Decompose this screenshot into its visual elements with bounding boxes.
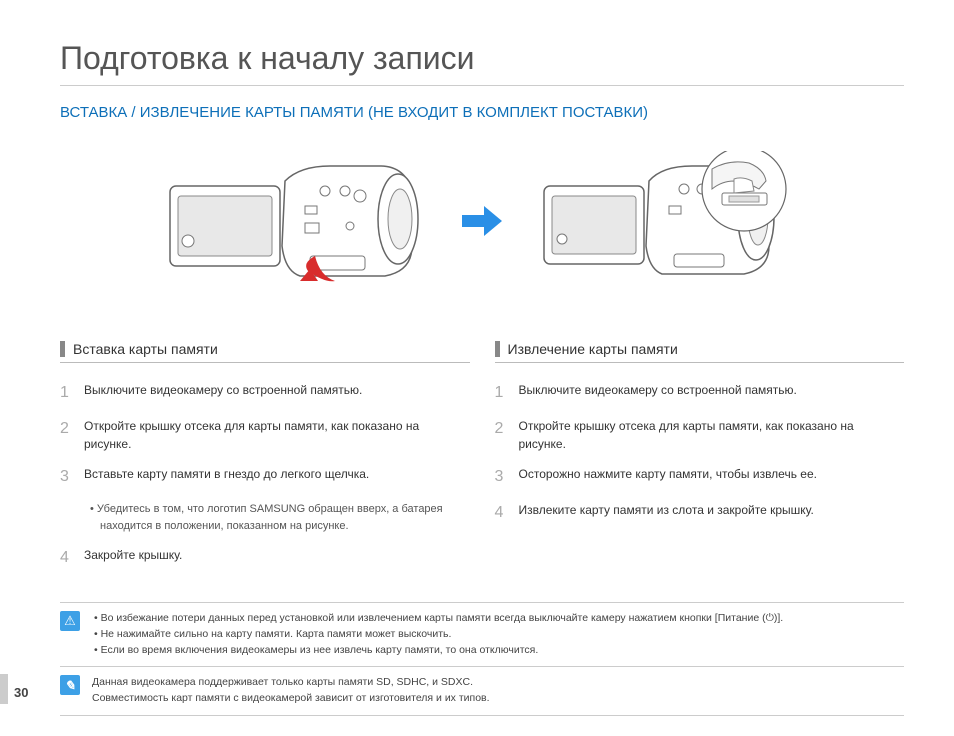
page-title: Подготовка к началу записи bbox=[60, 40, 904, 86]
warning-note: ⚠ • Во избежание потери данных перед уст… bbox=[60, 602, 904, 666]
page-number: 30 bbox=[14, 685, 28, 700]
step-text: Извлеките карту памяти из слота и закрой… bbox=[519, 501, 814, 525]
info-text: Данная видеокамера поддерживает только к… bbox=[92, 675, 904, 707]
heading-bar-icon bbox=[60, 341, 65, 357]
column-insert: Вставка карты памяти 1 Выключите видеока… bbox=[60, 341, 470, 582]
step-text: Выключите видеокамеру со встроенной памя… bbox=[84, 381, 362, 405]
column-eject: Извлечение карты памяти 1 Выключите виде… bbox=[495, 341, 905, 582]
step-2: 2 Откройте крышку отсека для карты памят… bbox=[495, 417, 905, 453]
step-1: 1 Выключите видеокамеру со встроенной па… bbox=[495, 381, 905, 405]
step-text: Откройте крышку отсека для карты памяти,… bbox=[84, 417, 470, 453]
step-text: Закройте крышку. bbox=[84, 546, 182, 570]
step-text: Откройте крышку отсека для карты памяти,… bbox=[519, 417, 905, 453]
notes-section: ⚠ • Во избежание потери данных перед уст… bbox=[60, 602, 904, 716]
note-line: Совместимость карт памяти с видеокамерой… bbox=[92, 691, 904, 707]
warning-text: • Во избежание потери данных перед устан… bbox=[92, 611, 904, 658]
note-line: Данная видеокамера поддерживает только к… bbox=[92, 675, 904, 691]
heading-text: Извлечение карты памяти bbox=[508, 341, 678, 357]
step-number: 4 bbox=[60, 546, 74, 570]
step-3: 3 Осторожно нажмите карту памяти, чтобы … bbox=[495, 465, 905, 489]
step-4: 4 Извлеките карту памяти из слота и закр… bbox=[495, 501, 905, 525]
note-line: • Во избежание потери данных перед устан… bbox=[92, 611, 904, 627]
step-1: 1 Выключите видеокамеру со встроенной па… bbox=[60, 381, 470, 405]
step-number: 2 bbox=[495, 417, 509, 453]
step-3-sub: • Убедитесь в том, что логотип SAMSUNG о… bbox=[88, 501, 470, 534]
step-number: 4 bbox=[495, 501, 509, 525]
step-text: Осторожно нажмите карту памяти, чтобы из… bbox=[519, 465, 817, 489]
page-spine bbox=[0, 674, 8, 704]
heading-bar-icon bbox=[495, 341, 500, 357]
arrow-icon bbox=[460, 203, 504, 249]
diagram-row bbox=[60, 141, 904, 311]
info-note: ✎ Данная видеокамера поддерживает только… bbox=[60, 666, 904, 716]
step-4: 4 Закройте крышку. bbox=[60, 546, 470, 570]
camera-diagram-eject bbox=[534, 151, 814, 301]
warning-icon: ⚠ bbox=[60, 611, 80, 631]
column-heading: Извлечение карты памяти bbox=[495, 341, 905, 363]
step-text: Выключите видеокамеру со встроенной памя… bbox=[519, 381, 797, 405]
step-number: 1 bbox=[60, 381, 74, 405]
column-heading: Вставка карты памяти bbox=[60, 341, 470, 363]
step-number: 3 bbox=[495, 465, 509, 489]
section-subtitle: ВСТАВКА / ИЗВЛЕЧЕНИЕ КАРТЫ ПАМЯТИ (НЕ ВХ… bbox=[60, 104, 904, 121]
note-line: • Не нажимайте сильно на карту памяти. К… bbox=[92, 627, 904, 643]
step-2: 2 Откройте крышку отсека для карты памят… bbox=[60, 417, 470, 453]
heading-text: Вставка карты памяти bbox=[73, 341, 218, 357]
note-line: • Если во время включения видеокамеры из… bbox=[92, 643, 904, 659]
camera-diagram-insert bbox=[150, 151, 430, 301]
step-number: 1 bbox=[495, 381, 509, 405]
step-text: Вставьте карту памяти в гнездо до легког… bbox=[84, 465, 369, 489]
step-number: 2 bbox=[60, 417, 74, 453]
info-icon: ✎ bbox=[60, 675, 80, 695]
step-3: 3 Вставьте карту памяти в гнездо до легк… bbox=[60, 465, 470, 489]
step-number: 3 bbox=[60, 465, 74, 489]
